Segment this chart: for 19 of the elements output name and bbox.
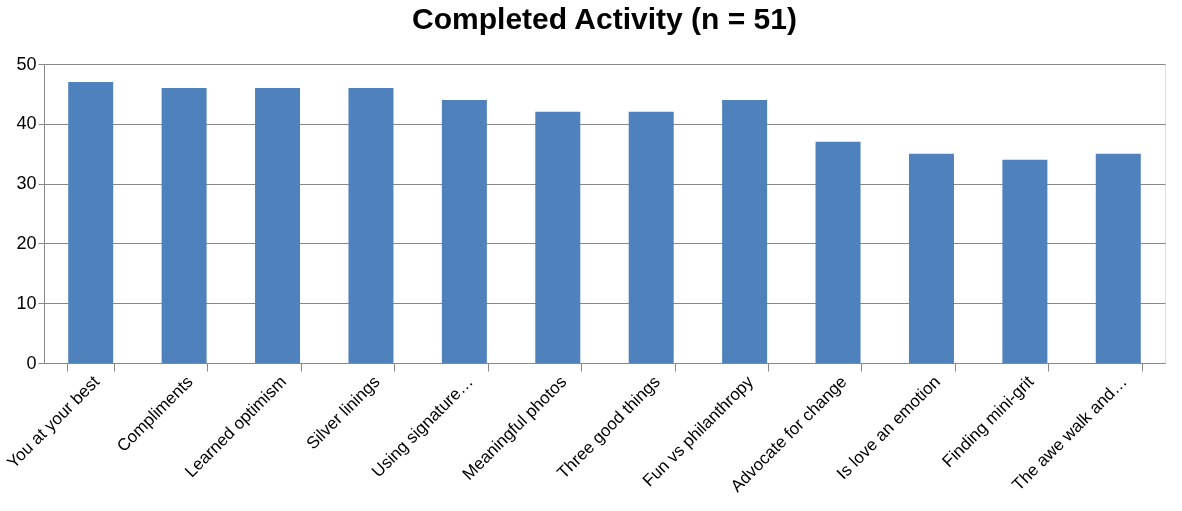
bar: [68, 81, 114, 363]
y-tick-label: 50: [16, 53, 37, 74]
bar: [161, 87, 207, 363]
y-tick-label: 10: [16, 292, 37, 313]
bar: [628, 111, 674, 363]
y-tick-label: 0: [26, 352, 37, 373]
chart-title: Completed Activity (n = 51): [412, 2, 797, 35]
y-tick-label: 30: [16, 173, 37, 194]
bar: [1095, 153, 1141, 363]
bar: [441, 99, 487, 363]
bar: [1002, 159, 1048, 363]
bar: [815, 141, 861, 363]
bar: [255, 87, 301, 363]
y-tick-label: 40: [16, 113, 37, 134]
bar: [908, 153, 954, 363]
bar: [535, 111, 581, 363]
y-tick-label: 20: [16, 232, 37, 253]
bar: [348, 87, 394, 363]
bar: [722, 99, 768, 363]
